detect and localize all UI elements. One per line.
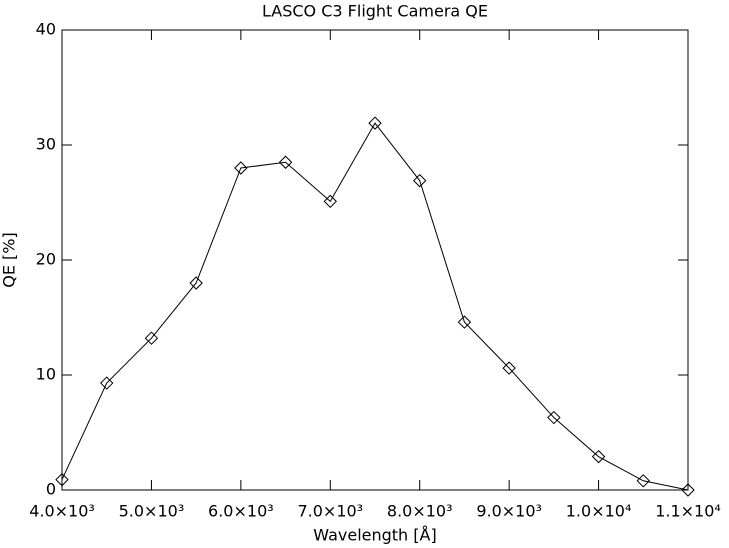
y-tick-label: 30 xyxy=(36,135,56,154)
x-tick-label: 9.0×10³ xyxy=(476,502,542,521)
data-point xyxy=(234,161,248,175)
x-tick-label: 6.0×10³ xyxy=(208,502,274,521)
data-point xyxy=(413,173,427,188)
data-point xyxy=(323,194,337,209)
data-point xyxy=(547,410,561,425)
data-point xyxy=(278,155,293,169)
plot-frame xyxy=(61,29,689,491)
x-tick-label: 5.0×10³ xyxy=(119,502,185,521)
y-tick-label: 40 xyxy=(36,20,56,39)
x-tick-label: 1.1×10⁴ xyxy=(655,502,721,521)
data-point xyxy=(502,361,516,375)
data-point xyxy=(55,472,69,487)
x-tick-label: 7.0×10³ xyxy=(297,502,363,521)
x-tick-label: 4.0×10³ xyxy=(29,502,95,521)
y-axis-label: QE [%] xyxy=(0,232,19,287)
data-point xyxy=(144,331,159,345)
data-point xyxy=(189,276,203,290)
data-point xyxy=(368,116,382,130)
data-point xyxy=(681,483,695,497)
data-point xyxy=(457,315,472,329)
x-axis-label: Wavelength [Å] xyxy=(313,526,436,545)
chart-title: LASCO C3 Flight Camera QE xyxy=(262,2,488,21)
y-tick-label: 20 xyxy=(36,250,56,269)
y-tick-label: 0 xyxy=(46,480,56,499)
data-line xyxy=(61,122,689,491)
x-tick-label: 8.0×10³ xyxy=(387,502,453,521)
data-point xyxy=(591,449,606,464)
y-tick-label: 10 xyxy=(36,365,56,384)
x-tick-label: 1.0×10⁴ xyxy=(566,502,632,521)
data-point xyxy=(100,376,114,390)
data-point xyxy=(636,474,650,488)
